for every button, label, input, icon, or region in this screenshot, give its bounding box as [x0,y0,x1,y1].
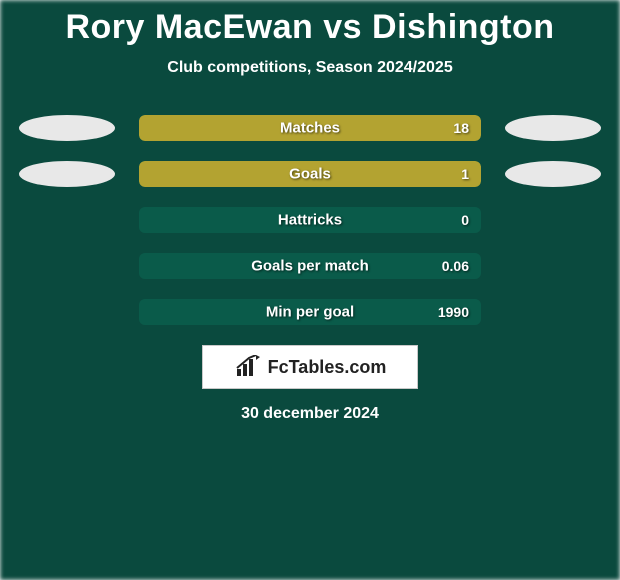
player-oval-left [19,115,115,141]
stat-bar: Goals per match 0.06 [139,253,481,279]
stat-value: 1990 [438,304,469,320]
bar-chart-icon [234,355,262,379]
stat-value: 0.06 [442,258,469,274]
stat-value: 0 [461,212,469,228]
stat-bar: Matches 18 [139,115,481,141]
spacer [505,299,601,325]
spacer [505,207,601,233]
stat-row: Goals 1 [0,161,620,187]
stat-bar: Hattricks 0 [139,207,481,233]
stat-row: Goals per match 0.06 [0,253,620,279]
stat-label: Goals [289,166,331,183]
logo-box: FcTables.com [202,345,418,389]
stat-label: Min per goal [266,304,354,321]
logo-text: FcTables.com [268,357,387,378]
spacer [19,299,115,325]
stat-value: 18 [453,120,469,136]
page-subtitle: Club competitions, Season 2024/2025 [0,59,620,77]
stat-row: Hattricks 0 [0,207,620,233]
stat-label: Goals per match [251,258,369,275]
player-oval-left [19,161,115,187]
stat-label: Hattricks [278,212,342,229]
stat-rows: Matches 18 Goals 1 Hattricks 0 Goals per match… [0,115,620,325]
stat-label: Matches [280,120,340,137]
page-title: Rory MacEwan vs Dishington [0,8,620,47]
stat-row: Min per goal 1990 [0,299,620,325]
stat-value: 1 [461,166,469,182]
player-oval-right [505,115,601,141]
comparison-card: Rory MacEwan vs Dishington Club competit… [0,0,620,580]
player-oval-right [505,161,601,187]
spacer [19,253,115,279]
stat-row: Matches 18 [0,115,620,141]
stat-bar: Goals 1 [139,161,481,187]
stat-bar: Min per goal 1990 [139,299,481,325]
spacer [19,207,115,233]
footer-date: 30 december 2024 [0,405,620,423]
spacer [505,253,601,279]
